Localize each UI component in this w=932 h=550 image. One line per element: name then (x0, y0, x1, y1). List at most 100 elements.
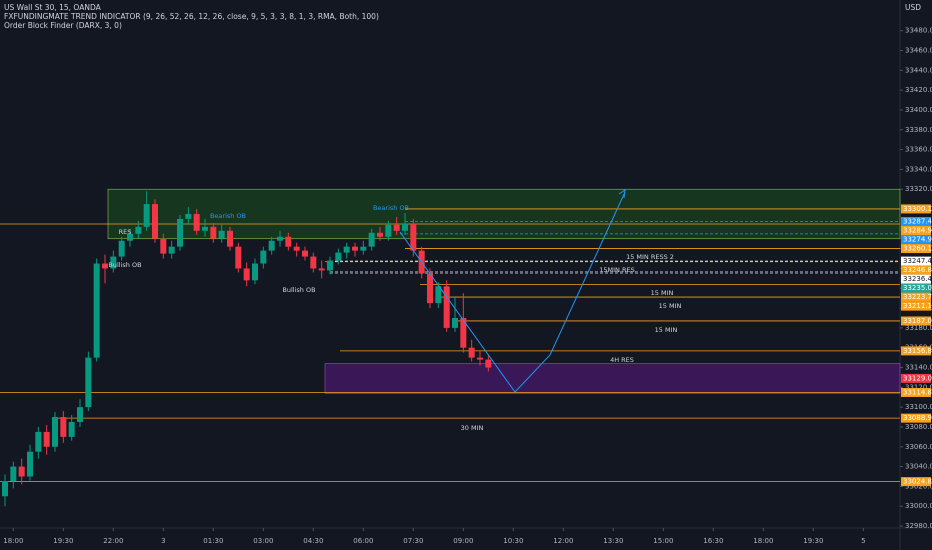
price-tag (901, 346, 931, 356)
price-tag (901, 301, 931, 311)
price-tag (901, 256, 931, 266)
candle-body (285, 236, 292, 247)
x-tick-label: 04:30 (303, 537, 323, 545)
annotation: 15 MIN RESS 2 (626, 253, 674, 261)
y-tick-label: 33180.0 (905, 324, 932, 332)
price-tag-label: 33247.4 (903, 257, 932, 265)
candle-body (143, 204, 150, 227)
x-tick-label: 19:30 (53, 537, 73, 545)
x-tick-label: 15:00 (653, 537, 673, 545)
candle-body (193, 213, 200, 231)
candle-body (443, 286, 450, 328)
price-tag (901, 292, 931, 302)
price-tag-label: 33223.7 (903, 293, 932, 301)
y-tick-label: 33320.0 (905, 185, 932, 193)
annotation: 15 MIN (651, 289, 674, 297)
y-tick-label: 33020.0 (905, 482, 932, 490)
candle-body (218, 230, 225, 239)
candle-body (302, 250, 308, 257)
candle-body (168, 246, 175, 254)
annotation: 15MIN RES (599, 266, 634, 274)
candle-body (252, 263, 258, 281)
candle-body (102, 263, 108, 269)
price-tag (901, 265, 931, 275)
indicator: FXFUNDINGMATE TREND INDICATOR (9, 26, 52… (4, 12, 379, 21)
annotation: Bullish OB (282, 286, 315, 294)
x-tick-label: 09:00 (453, 537, 473, 545)
zone (324, 363, 901, 394)
x-tick-label: 22:00 (103, 537, 123, 545)
price-tag (901, 244, 931, 254)
candle-body (160, 238, 167, 254)
candle-body (18, 466, 25, 477)
x-tick-label: 12:00 (553, 537, 573, 545)
price-tag-label: 33211.1 (903, 302, 932, 310)
candle-body (60, 417, 67, 437)
chart-title: US Wall St 30, 15, OANDA (4, 3, 102, 12)
candle-body (177, 218, 183, 247)
price-tag (901, 226, 931, 236)
price-tag (901, 217, 931, 227)
price-tag-label: 33024.8 (903, 478, 932, 486)
candle-body (293, 246, 300, 251)
y-tick-label: 33480.0 (905, 27, 932, 35)
y-tick-label: 33000.0 (905, 502, 932, 510)
zone (107, 188, 901, 240)
candle-body (318, 268, 325, 271)
candle-body (127, 233, 133, 241)
price-tag-label: 33287.4 (903, 218, 932, 226)
candle-body (202, 226, 208, 231)
price-tag (901, 283, 931, 293)
annotation: Bullish OB (108, 261, 141, 269)
x-tick-label: 19:30 (803, 537, 823, 545)
candle-body (77, 407, 83, 423)
projection-path (399, 191, 626, 393)
indicator: Order Block Finder (DARX, 3, 0) (4, 21, 122, 30)
candle-body (393, 224, 400, 231)
x-tick-label: 13:30 (603, 537, 623, 545)
x-tick-label: 16:30 (703, 537, 723, 545)
candle-body (452, 317, 458, 328)
annotation: Bearish OB (210, 212, 246, 220)
annotation: 15 MIN (655, 326, 678, 334)
candle-body (52, 417, 58, 447)
candle-body (485, 359, 492, 368)
price-tag (901, 373, 931, 383)
y-tick-label: 33360.0 (905, 146, 932, 154)
candle-body (43, 431, 50, 447)
candle-body (343, 246, 350, 253)
x-tick-label: 06:00 (353, 537, 373, 545)
candle-body (2, 481, 8, 497)
price-tag-label: 33129.0 (903, 374, 932, 382)
arrow-head (618, 188, 626, 199)
y-tick-label: 33340.0 (905, 165, 932, 173)
annotation: Bearish OB (373, 204, 409, 212)
y-tick-label: 33400.0 (905, 106, 932, 114)
candle-body (468, 347, 475, 358)
candle-body (310, 256, 317, 269)
price-tag (901, 387, 931, 397)
y-tick-label: 33420.0 (905, 86, 932, 94)
candle-body (110, 256, 117, 269)
candle-body (352, 246, 358, 251)
candle-body (327, 260, 333, 271)
candle-body (235, 246, 242, 269)
candle-body (460, 317, 467, 348)
candle-body (377, 232, 383, 237)
candle-body (477, 357, 483, 360)
price-tag (901, 274, 931, 284)
candle-body (118, 240, 125, 257)
annotation: 30 MIN (461, 424, 484, 432)
price-tag-label: 33235.0 (903, 284, 932, 292)
x-tick-label: 18:00 (3, 537, 23, 545)
price-tag-label: 33236.4 (903, 275, 932, 283)
candle-body (368, 232, 375, 247)
candle-body (335, 252, 342, 261)
annotation: 15 MIN (659, 302, 682, 310)
price-tag-label: 33246.8 (903, 266, 932, 274)
y-tick-label: 33460.0 (905, 47, 932, 55)
candle-body (185, 213, 192, 219)
candle-body (243, 268, 250, 281)
x-tick-label: 3 (161, 537, 165, 545)
